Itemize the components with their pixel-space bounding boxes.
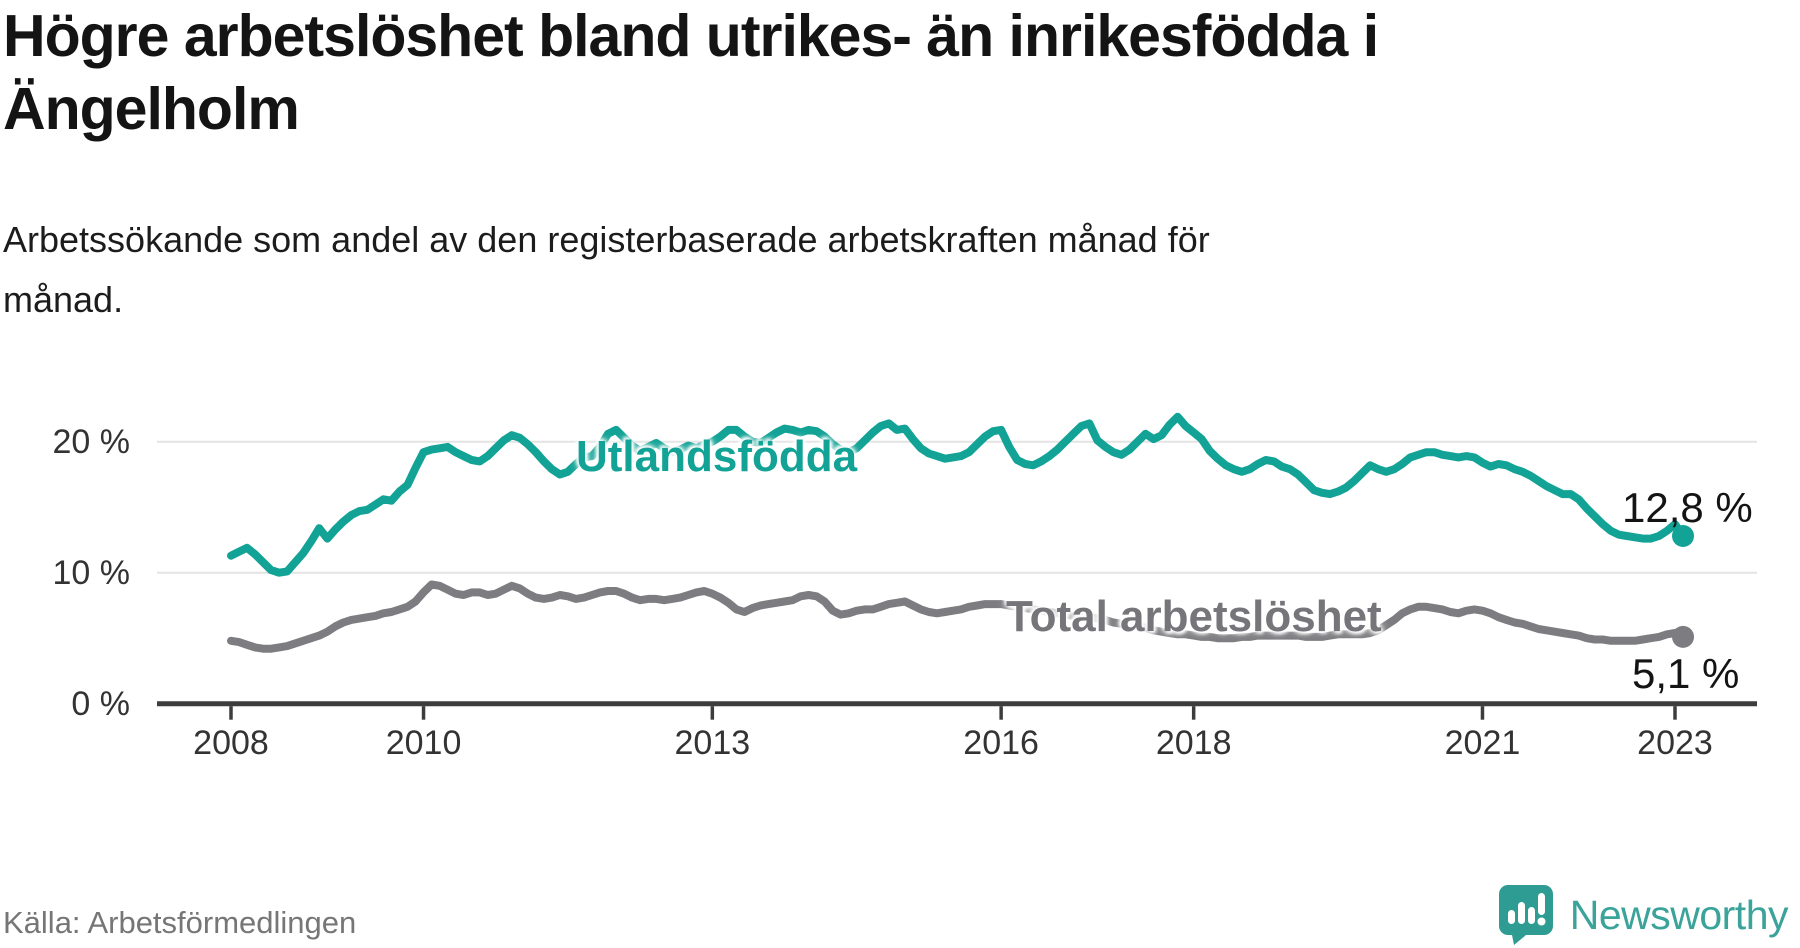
chart-subtitle-line1: Arbetssökande som andel av den registerb… — [3, 219, 1210, 260]
newsworthy-logo: Newsworthy — [1498, 884, 1789, 946]
page-title: Högre arbetslöshet bland utrikes- än inr… — [3, 0, 1563, 146]
series-label-utlandsfodda: Utlandsfödda — [576, 432, 858, 481]
x-tick-label: 2023 — [1637, 724, 1713, 762]
y-tick-label: 10 % — [52, 553, 131, 592]
page-title-line1: Högre arbetslöshet bland utrikes- än inr… — [3, 3, 1379, 69]
series-line-0 — [227, 412, 1687, 577]
end-value-label-utlandsfodda: 12,8 % — [1622, 484, 1753, 531]
page-title-line2: Ängelholm — [3, 76, 300, 143]
source-credit: Källa: Arbetsförmedlingen — [3, 905, 357, 940]
x-tick-label: 2018 — [1155, 724, 1232, 762]
x-tick-label: 2008 — [193, 724, 269, 762]
x-tick-label: 2016 — [963, 724, 1039, 762]
x-tick-label: 2013 — [674, 724, 751, 762]
chart-subtitle-line2: månad. — [3, 278, 124, 320]
series-line-1 — [227, 580, 1687, 653]
series-end-dot-0 — [1672, 525, 1695, 548]
series-label-total-arbetsloshet: Total arbetslöshet — [1006, 592, 1382, 641]
y-tick-label: 0 % — [71, 684, 130, 723]
series-end-dot-1 — [1672, 625, 1695, 648]
end-value-label-total: 5,1 % — [1632, 650, 1740, 697]
y-tick-label: 20 % — [52, 422, 131, 461]
newsworthy-logo-text: Newsworthy — [1569, 891, 1789, 938]
x-tick-label: 2010 — [385, 724, 462, 762]
newsworthy-logo-icon — [1498, 885, 1553, 945]
x-tick-label: 2021 — [1444, 724, 1521, 762]
chart-subtitle: Arbetssökande som andel av den registerb… — [3, 210, 1563, 330]
